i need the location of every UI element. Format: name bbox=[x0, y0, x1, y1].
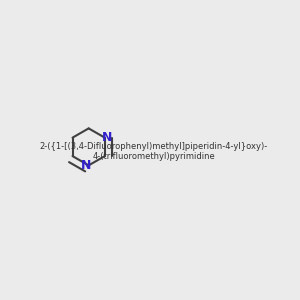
Text: N: N bbox=[81, 159, 92, 172]
Text: N: N bbox=[102, 131, 112, 144]
Text: 2-({1-[(3,4-Difluorophenyl)methyl]piperidin-4-yl}oxy)-
4-(trifluoromethyl)pyrimi: 2-({1-[(3,4-Difluorophenyl)methyl]piperi… bbox=[40, 142, 268, 161]
